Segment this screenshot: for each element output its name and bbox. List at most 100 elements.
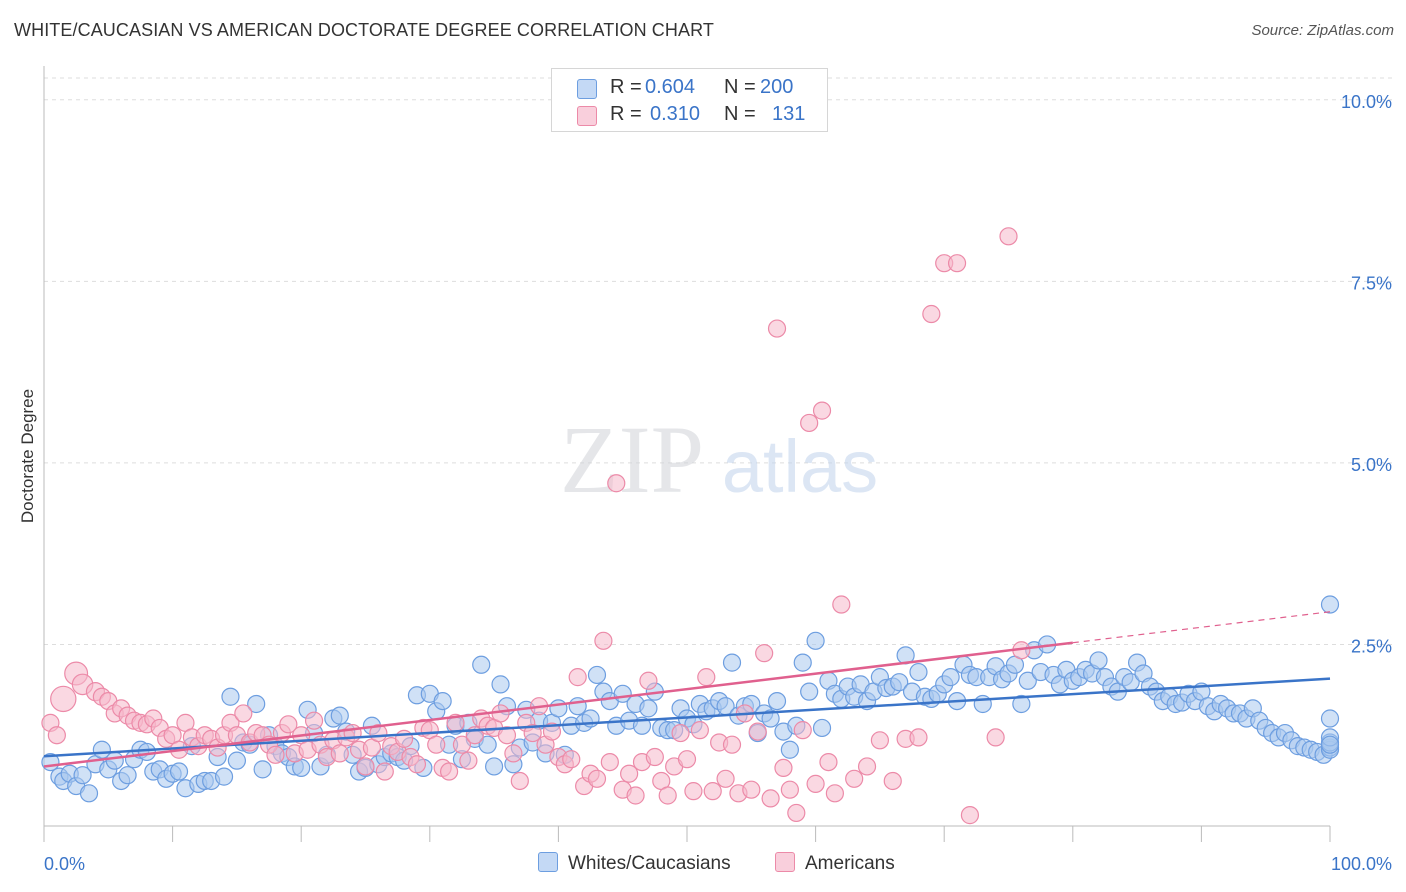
white-caucasian-point bbox=[330, 706, 349, 725]
trend-line-americans bbox=[43, 641, 1073, 768]
american-point bbox=[234, 704, 253, 723]
american-point bbox=[439, 762, 459, 781]
white-caucasian-point bbox=[1089, 651, 1108, 670]
stats-legend: R = 0.604 N = 200 R = 0.310 N = 131 bbox=[551, 68, 828, 132]
y-tick-label: 7.5% bbox=[1351, 273, 1392, 293]
american-point bbox=[684, 782, 703, 801]
american-point bbox=[626, 786, 645, 805]
white-caucasian-point bbox=[812, 718, 832, 738]
legend-item-americans: Americans bbox=[775, 852, 895, 875]
tick-labels: 2.5% 5.0% 7.5% 10.0% 0.0% 100.0% bbox=[44, 92, 1392, 874]
american-point bbox=[459, 751, 478, 770]
y-tick-label: 5.0% bbox=[1351, 455, 1392, 475]
white-caucasian-point bbox=[221, 687, 240, 706]
american-point bbox=[266, 745, 285, 764]
american-point bbox=[960, 806, 980, 825]
american-point bbox=[819, 752, 838, 772]
white-caucasian-point bbox=[549, 699, 568, 718]
american-point bbox=[870, 731, 890, 750]
american-point bbox=[697, 668, 716, 687]
american-point bbox=[658, 786, 677, 805]
white-caucasian-point bbox=[941, 668, 960, 687]
american-point bbox=[427, 735, 446, 754]
american-point bbox=[645, 747, 664, 767]
blue-swatch-icon bbox=[577, 79, 597, 99]
white-caucasian-point bbox=[1012, 694, 1031, 714]
white-caucasian-point bbox=[247, 694, 266, 714]
white-caucasian-point bbox=[761, 709, 780, 728]
data-points bbox=[41, 227, 1340, 825]
american-point bbox=[304, 711, 324, 730]
american-point bbox=[330, 744, 349, 763]
american-point bbox=[568, 668, 587, 687]
y-tick-label: 10.0% bbox=[1341, 92, 1392, 112]
american-point bbox=[523, 723, 542, 743]
white-caucasian-point bbox=[1320, 709, 1340, 728]
american-point bbox=[542, 722, 562, 741]
american-point bbox=[562, 750, 581, 769]
trend-line-whites bbox=[43, 677, 1331, 758]
pink-swatch-icon bbox=[577, 106, 597, 126]
legend-n-value: 200 bbox=[760, 76, 794, 98]
axes bbox=[43, 66, 1331, 842]
american-point bbox=[761, 789, 780, 808]
legend-n-label: N = bbox=[724, 103, 756, 125]
x-tick-label: 100.0% bbox=[1331, 854, 1392, 874]
legend-r-value: 0.310 bbox=[650, 103, 701, 125]
american-point bbox=[883, 771, 902, 791]
white-caucasian-point bbox=[491, 675, 510, 694]
trend-line-americans-extension bbox=[1072, 611, 1331, 644]
american-point bbox=[716, 769, 735, 788]
american-point bbox=[279, 715, 298, 734]
american-point bbox=[845, 769, 864, 788]
american-point bbox=[832, 595, 851, 614]
white-caucasian-point bbox=[568, 697, 587, 716]
white-caucasian-point bbox=[793, 653, 812, 672]
american-point bbox=[504, 744, 523, 763]
american-point bbox=[47, 726, 66, 745]
white-caucasian-point bbox=[767, 691, 787, 711]
american-point bbox=[767, 319, 787, 338]
american-point bbox=[356, 757, 375, 776]
white-caucasian-point bbox=[890, 673, 909, 692]
legend-row-americans: R = 0.310 N = 131 bbox=[552, 103, 827, 129]
legend-r-label: R = bbox=[610, 103, 642, 125]
x-tick-label: 0.0% bbox=[44, 854, 85, 874]
trend-lines bbox=[43, 611, 1331, 768]
american-point bbox=[780, 780, 799, 799]
white-caucasian-point bbox=[722, 653, 742, 672]
american-point bbox=[999, 227, 1018, 246]
american-point bbox=[671, 723, 690, 743]
american-point bbox=[639, 671, 658, 690]
american-point bbox=[677, 750, 697, 769]
white-caucasian-point bbox=[1320, 595, 1340, 614]
american-point bbox=[825, 784, 844, 803]
american-point bbox=[703, 782, 722, 801]
american-point bbox=[812, 401, 832, 420]
watermark: ZIP atlas bbox=[560, 406, 878, 513]
y-axis-title: Doctorate Degree bbox=[18, 389, 37, 523]
legend-item-whites: Whites/Caucasians bbox=[538, 852, 731, 875]
american-point bbox=[793, 721, 812, 740]
white-caucasian-point bbox=[478, 735, 497, 754]
white-caucasian-point bbox=[118, 766, 137, 785]
legend-label-whites: Whites/Caucasians bbox=[568, 853, 731, 874]
white-caucasian-point bbox=[73, 766, 92, 785]
white-caucasian-point bbox=[472, 655, 491, 674]
white-caucasian-point bbox=[800, 682, 819, 701]
american-point bbox=[922, 304, 941, 324]
american-point bbox=[620, 764, 639, 783]
american-point bbox=[452, 735, 472, 754]
white-caucasian-point bbox=[780, 740, 799, 759]
white-caucasian-point bbox=[79, 784, 99, 803]
legend-label-americans: Americans bbox=[805, 853, 895, 874]
american-point bbox=[800, 413, 819, 433]
white-caucasian-point bbox=[485, 757, 504, 776]
white-caucasian-point bbox=[806, 631, 825, 650]
white-caucasian-point bbox=[587, 665, 607, 685]
legend-n-label: N = bbox=[724, 76, 756, 98]
white-caucasian-point bbox=[227, 751, 246, 770]
american-point bbox=[755, 644, 774, 663]
american-point bbox=[594, 631, 613, 650]
watermark-atlas: atlas bbox=[722, 425, 878, 508]
